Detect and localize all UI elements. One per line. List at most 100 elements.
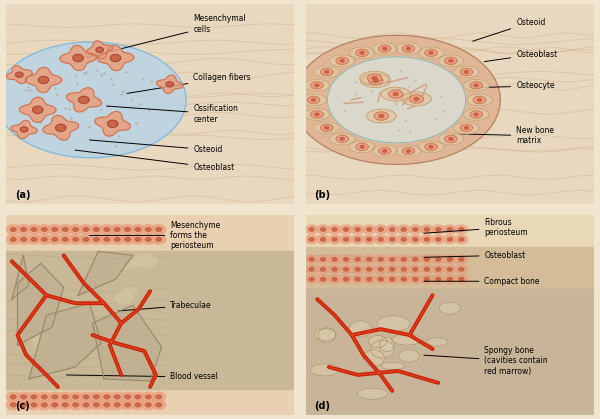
Polygon shape xyxy=(311,82,323,89)
Circle shape xyxy=(455,265,468,274)
Polygon shape xyxy=(409,95,424,103)
Circle shape xyxy=(455,225,468,234)
Circle shape xyxy=(94,403,99,407)
Circle shape xyxy=(421,255,433,264)
Circle shape xyxy=(328,255,341,264)
Circle shape xyxy=(332,228,337,231)
Polygon shape xyxy=(379,147,391,155)
Circle shape xyxy=(10,395,16,399)
Circle shape xyxy=(389,277,395,281)
Circle shape xyxy=(48,392,62,402)
Circle shape xyxy=(374,235,387,244)
Circle shape xyxy=(378,258,383,261)
Circle shape xyxy=(436,258,441,261)
Circle shape xyxy=(27,235,41,244)
Circle shape xyxy=(309,268,314,271)
Circle shape xyxy=(17,235,31,244)
Polygon shape xyxy=(418,47,444,59)
Polygon shape xyxy=(360,52,364,54)
Circle shape xyxy=(397,225,410,234)
Circle shape xyxy=(432,235,445,244)
Circle shape xyxy=(89,392,103,402)
Circle shape xyxy=(142,392,155,402)
Polygon shape xyxy=(73,54,83,62)
Ellipse shape xyxy=(391,334,422,345)
Circle shape xyxy=(409,255,422,264)
Circle shape xyxy=(135,403,141,407)
Ellipse shape xyxy=(377,316,410,331)
Circle shape xyxy=(89,225,103,234)
Circle shape xyxy=(21,395,26,399)
Ellipse shape xyxy=(42,277,54,288)
Polygon shape xyxy=(372,77,377,80)
Circle shape xyxy=(317,225,329,234)
Circle shape xyxy=(305,225,318,234)
Circle shape xyxy=(62,403,68,407)
Circle shape xyxy=(367,238,372,241)
Circle shape xyxy=(328,235,341,244)
Circle shape xyxy=(152,235,166,244)
Polygon shape xyxy=(328,57,466,143)
Text: Compact bone: Compact bone xyxy=(424,277,540,286)
Polygon shape xyxy=(336,135,349,142)
Polygon shape xyxy=(329,55,355,67)
Polygon shape xyxy=(315,84,319,87)
Text: (c): (c) xyxy=(14,401,29,411)
Ellipse shape xyxy=(371,340,394,358)
Polygon shape xyxy=(325,127,329,129)
Polygon shape xyxy=(418,141,444,153)
Circle shape xyxy=(142,225,155,234)
Circle shape xyxy=(309,228,314,231)
Circle shape xyxy=(459,258,464,261)
Circle shape xyxy=(320,277,326,281)
Circle shape xyxy=(432,225,445,234)
Circle shape xyxy=(125,228,130,231)
Polygon shape xyxy=(19,97,56,122)
Circle shape xyxy=(401,238,406,241)
Polygon shape xyxy=(470,111,482,118)
Polygon shape xyxy=(361,74,391,88)
Circle shape xyxy=(41,238,47,241)
Circle shape xyxy=(332,268,337,271)
Circle shape xyxy=(131,392,145,402)
Polygon shape xyxy=(25,67,62,93)
Circle shape xyxy=(363,225,376,234)
Circle shape xyxy=(459,238,464,241)
Circle shape xyxy=(344,258,349,261)
Circle shape xyxy=(142,400,155,410)
Circle shape xyxy=(378,268,383,271)
Circle shape xyxy=(320,258,326,261)
Circle shape xyxy=(68,400,83,410)
Circle shape xyxy=(443,235,456,244)
Polygon shape xyxy=(29,303,101,379)
Circle shape xyxy=(374,275,387,284)
Text: (d): (d) xyxy=(314,401,331,411)
Circle shape xyxy=(436,277,441,281)
Circle shape xyxy=(352,265,364,274)
Polygon shape xyxy=(79,96,89,103)
Circle shape xyxy=(73,395,79,399)
Circle shape xyxy=(58,392,72,402)
Circle shape xyxy=(317,265,329,274)
Polygon shape xyxy=(464,127,469,129)
Text: Osteocyte: Osteocyte xyxy=(470,81,555,91)
Ellipse shape xyxy=(427,338,448,346)
Polygon shape xyxy=(402,92,431,106)
Circle shape xyxy=(401,268,406,271)
Text: Ossification
center: Ossification center xyxy=(107,104,238,124)
Circle shape xyxy=(320,228,326,231)
Polygon shape xyxy=(395,43,421,54)
Polygon shape xyxy=(314,66,340,78)
Polygon shape xyxy=(301,94,326,106)
Ellipse shape xyxy=(115,292,133,304)
Circle shape xyxy=(131,235,145,244)
Circle shape xyxy=(432,255,445,264)
Circle shape xyxy=(386,235,398,244)
Polygon shape xyxy=(383,47,387,50)
Circle shape xyxy=(317,275,329,284)
Circle shape xyxy=(352,255,364,264)
Polygon shape xyxy=(425,49,437,57)
Polygon shape xyxy=(32,106,43,114)
Circle shape xyxy=(340,265,352,274)
Circle shape xyxy=(100,392,113,402)
